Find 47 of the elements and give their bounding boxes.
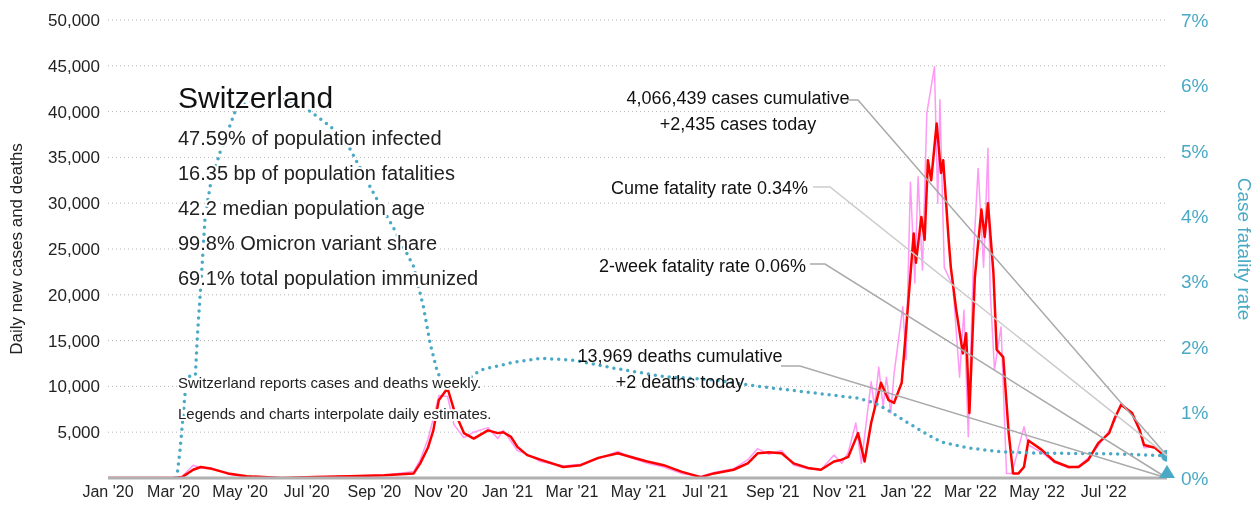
x-tick-label: Nov '21 xyxy=(812,483,867,501)
y-tick-label: 15,000 xyxy=(48,331,100,351)
y2-tick-label: 6% xyxy=(1181,75,1209,97)
x-tick-label: Jan '22 xyxy=(880,483,932,501)
y-axis-title: Daily new cases and deaths xyxy=(7,143,26,355)
annotation: 2-week fatality rate 0.06% xyxy=(598,256,806,276)
y2-tick-label: 4% xyxy=(1181,206,1209,228)
annotation: Switzerland reports cases and deaths weekly. xyxy=(178,374,482,391)
annotation: 13,969 deaths cumulative +2 deaths today xyxy=(577,346,783,392)
y-tick-label: 25,000 xyxy=(48,240,100,260)
x-tick-label: May '22 xyxy=(1009,483,1065,501)
x-tick-label: Nov '20 xyxy=(414,483,468,501)
x-tick-label: Mar '21 xyxy=(545,483,599,501)
x-tick-label: Jul '20 xyxy=(283,483,330,501)
x-tick-label: Jan '21 xyxy=(482,483,534,501)
y2-tick-label: 3% xyxy=(1181,271,1209,293)
y2-tick-label: 0% xyxy=(1181,467,1209,489)
annotation: 47.59% of population infected xyxy=(178,127,442,149)
y-tick-label: 30,000 xyxy=(48,194,100,214)
x-tick-label: Jul '21 xyxy=(682,483,729,501)
y-tick-label: 5,000 xyxy=(57,423,100,443)
annotation: 42.2 median population age xyxy=(178,197,425,219)
y2-tick-label: 1% xyxy=(1181,402,1209,424)
annotation: 69.1% total population immunized xyxy=(178,267,479,289)
annotation: Cume fatality rate 0.34% xyxy=(610,178,808,198)
x-tick-label: May '20 xyxy=(212,483,268,501)
y2-tick-label: 5% xyxy=(1181,140,1209,162)
x-tick-label: Sep '21 xyxy=(745,483,800,501)
annotation: 99.8% Omicron variant share xyxy=(178,232,438,254)
x-tick-label: Sep '20 xyxy=(347,483,402,501)
y-tick-label: 40,000 xyxy=(48,102,100,122)
annotation: 4,066,439 cases cumulative +2,435 cases today xyxy=(626,88,850,134)
y2-axis-title: Case fatality rate xyxy=(1234,177,1255,321)
y-tick-label: 20,000 xyxy=(48,285,100,305)
y2-tick-label: 7% xyxy=(1181,9,1209,31)
text: Switzerland xyxy=(178,81,334,114)
y-tick-label: 45,000 xyxy=(48,56,100,76)
x-tick-label: Mar '22 xyxy=(944,483,998,501)
x-tick-label: Jan '20 xyxy=(82,483,134,501)
y-tick-label: 10,000 xyxy=(48,377,100,397)
x-tick-label: May '21 xyxy=(610,483,667,501)
annotation: 16.35 bp of population fatalities xyxy=(178,162,455,184)
y-tick-label: 50,000 xyxy=(48,11,100,31)
x-tick-label: Jul '22 xyxy=(1080,483,1127,501)
x-tick-label: Mar '20 xyxy=(147,483,201,501)
y-tick-label: 35,000 xyxy=(48,148,100,168)
y2-tick-label: 2% xyxy=(1181,336,1209,358)
